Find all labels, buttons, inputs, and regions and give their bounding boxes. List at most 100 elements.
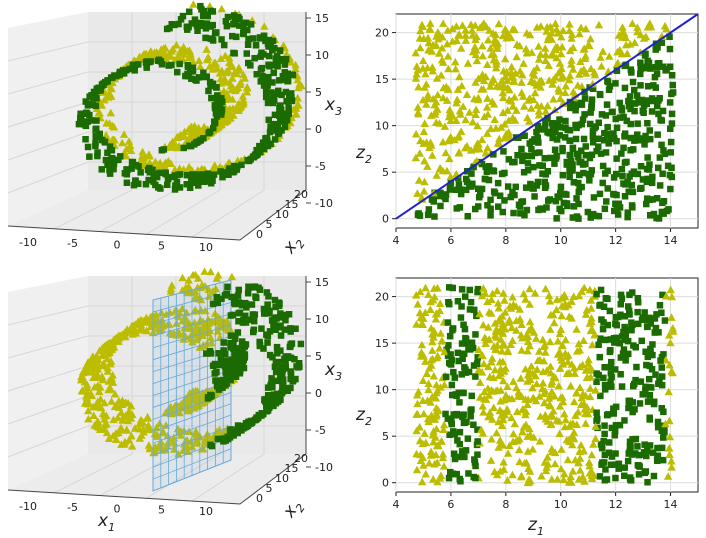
point-square xyxy=(93,117,100,124)
panel-3d-top-points xyxy=(75,0,306,193)
point-triangle xyxy=(178,50,188,58)
point-square xyxy=(452,186,460,193)
point-square xyxy=(647,65,654,72)
point-triangle xyxy=(416,136,425,145)
point-triangle xyxy=(521,365,530,373)
point-triangle xyxy=(482,103,492,111)
point-triangle xyxy=(104,385,113,394)
point-triangle xyxy=(506,340,515,348)
point-triangle xyxy=(581,391,590,399)
point-square xyxy=(619,350,627,357)
point-square xyxy=(515,201,523,208)
point-square xyxy=(448,381,456,389)
point-square xyxy=(455,389,462,397)
point-triangle xyxy=(546,325,555,333)
point-square xyxy=(551,146,559,153)
point-triangle xyxy=(558,397,568,406)
point-triangle xyxy=(437,55,447,64)
point-square xyxy=(625,350,632,358)
point-triangle xyxy=(95,387,104,395)
point-triangle xyxy=(478,51,487,60)
point-triangle xyxy=(584,355,593,364)
point-triangle xyxy=(549,310,558,319)
point-square xyxy=(534,134,541,141)
x-tick-label: 6 xyxy=(447,234,454,247)
point-triangle xyxy=(666,338,675,347)
point-triangle xyxy=(499,289,508,297)
point-square xyxy=(595,341,602,348)
point-square xyxy=(527,180,534,188)
point-square xyxy=(461,453,468,461)
point-square xyxy=(450,368,457,376)
point-triangle xyxy=(665,450,674,458)
x-tick-label: 10 xyxy=(554,234,568,247)
point-square xyxy=(629,408,636,416)
point-square xyxy=(94,152,101,160)
point-triangle xyxy=(421,283,430,292)
point-square xyxy=(244,290,252,297)
point-triangle xyxy=(566,472,575,481)
point-square xyxy=(255,411,263,419)
point-triangle xyxy=(467,26,477,34)
point-triangle xyxy=(557,311,566,320)
point-square xyxy=(445,474,453,482)
point-triangle xyxy=(462,141,472,150)
point-square xyxy=(468,170,475,177)
point-square xyxy=(244,41,252,48)
point-triangle xyxy=(521,420,531,429)
point-square xyxy=(600,303,608,310)
point-triangle xyxy=(487,78,496,86)
point-square xyxy=(647,212,654,219)
point-square xyxy=(260,345,267,352)
point-square xyxy=(510,209,517,217)
point-square xyxy=(637,163,645,170)
point-square xyxy=(446,332,454,340)
point-square xyxy=(598,444,606,452)
z-tick-label: 15 xyxy=(315,12,329,25)
point-triangle xyxy=(525,317,535,326)
point-triangle xyxy=(89,366,98,374)
point-square xyxy=(219,173,226,181)
point-triangle xyxy=(562,352,571,360)
grid-line xyxy=(7,395,89,425)
point-square xyxy=(553,215,560,222)
point-triangle xyxy=(579,399,589,408)
point-square xyxy=(229,32,236,40)
point-triangle xyxy=(424,385,433,394)
point-triangle xyxy=(548,80,557,88)
point-square xyxy=(474,438,481,445)
point-triangle xyxy=(414,387,423,396)
point-square xyxy=(626,397,634,404)
point-square xyxy=(608,453,616,460)
x-tick-label: 8 xyxy=(502,234,509,247)
point-triangle xyxy=(424,417,433,426)
point-square xyxy=(514,152,521,159)
point-triangle xyxy=(585,41,594,50)
point-triangle xyxy=(439,420,449,429)
point-square xyxy=(613,155,620,162)
point-square xyxy=(455,453,462,461)
z-tick-label: 0 xyxy=(315,387,322,400)
z-tick-label: -5 xyxy=(315,424,326,437)
point-square xyxy=(171,21,178,29)
point-square xyxy=(86,93,93,100)
x-tick-label: 4 xyxy=(393,498,400,511)
point-triangle xyxy=(183,406,193,415)
point-square xyxy=(649,449,657,456)
point-square xyxy=(231,294,239,301)
point-square xyxy=(660,408,667,415)
point-square xyxy=(207,350,215,357)
point-triangle xyxy=(567,314,576,322)
point-triangle xyxy=(124,137,134,145)
point-square xyxy=(244,26,251,34)
point-triangle xyxy=(194,56,204,64)
point-square xyxy=(82,136,89,143)
point-square xyxy=(455,181,463,188)
point-square xyxy=(512,183,519,191)
point-triangle xyxy=(215,69,224,77)
point-triangle xyxy=(481,148,490,157)
point-triangle xyxy=(493,299,503,307)
point-triangle xyxy=(188,270,198,279)
point-square xyxy=(589,85,597,92)
point-square xyxy=(128,165,135,172)
